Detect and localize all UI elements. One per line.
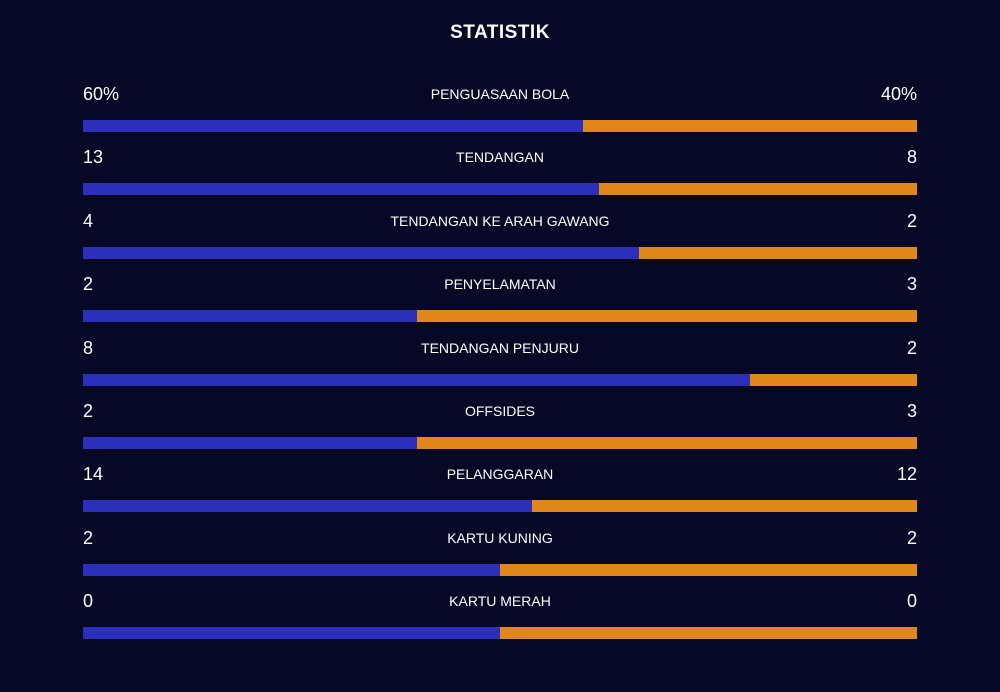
away-bar <box>639 246 917 259</box>
stat-row: 8 TENDANGAN PENJURU 2 <box>83 337 917 387</box>
away-value: 40% <box>880 84 917 104</box>
home-bar <box>83 373 751 386</box>
stat-row: 13 TENDANGAN 8 <box>83 146 917 196</box>
stat-label: PELANGGARAN <box>446 466 554 483</box>
stat-label: TENDANGAN PENJURU <box>421 339 579 356</box>
stat-label: TENDANGAN KE ARAH GAWANG <box>390 212 610 229</box>
title: STATISTIK <box>450 22 550 43</box>
home-value: 2 <box>83 401 94 421</box>
stat-row: 2 KARTU KUNING 2 <box>83 527 917 577</box>
away-value: 12 <box>896 464 917 485</box>
home-bar <box>83 627 500 640</box>
away-bar <box>599 183 917 196</box>
home-value: 60% <box>83 84 120 104</box>
away-bar <box>416 310 917 323</box>
away-bar <box>583 120 917 132</box>
home-bar <box>83 183 600 196</box>
stat-label: KARTU KUNING <box>447 529 553 546</box>
home-bar <box>83 246 639 259</box>
away-bar <box>750 373 917 386</box>
away-value: 3 <box>906 401 917 421</box>
home-bar <box>83 310 417 323</box>
home-value: 13 <box>83 147 104 168</box>
away-value: 3 <box>906 274 917 295</box>
away-value: 2 <box>906 337 917 358</box>
stat-label: PENYELAMATAN <box>444 276 556 293</box>
stat-row: 14 PELANGGARAN 12 <box>83 463 917 513</box>
home-bar <box>83 563 500 576</box>
home-bar <box>83 500 533 513</box>
stat-row: 2 PENYELAMATAN 3 <box>83 273 917 323</box>
home-bar <box>83 437 417 449</box>
stat-row: 4 TENDANGAN KE ARAH GAWANG 2 <box>83 210 917 260</box>
away-bar <box>416 437 917 449</box>
home-value: 2 <box>83 274 94 295</box>
home-value: 0 <box>83 591 94 612</box>
home-bar <box>83 120 584 132</box>
away-bar <box>500 627 917 640</box>
away-value: 0 <box>906 591 917 612</box>
stat-label: TENDANGAN <box>456 149 544 166</box>
away-value: 2 <box>906 210 917 231</box>
away-bar <box>500 563 917 576</box>
home-value: 4 <box>83 210 94 231</box>
away-bar <box>532 500 917 513</box>
away-value: 8 <box>906 147 917 168</box>
stat-label: OFFSIDES <box>464 403 535 419</box>
home-value: 8 <box>83 337 94 358</box>
stat-row: 60% PENGUASAAN BOLA 40% <box>83 83 917 133</box>
stat-row: 0 KARTU MERAH 0 <box>83 590 917 640</box>
stat-label: PENGUASAAN BOLA <box>430 86 570 102</box>
home-value: 2 <box>83 527 94 548</box>
stat-label: KARTU MERAH <box>449 593 551 610</box>
stat-row: 2 OFFSIDES 3 <box>83 400 917 450</box>
away-value: 2 <box>906 527 917 548</box>
home-value: 14 <box>83 464 104 485</box>
